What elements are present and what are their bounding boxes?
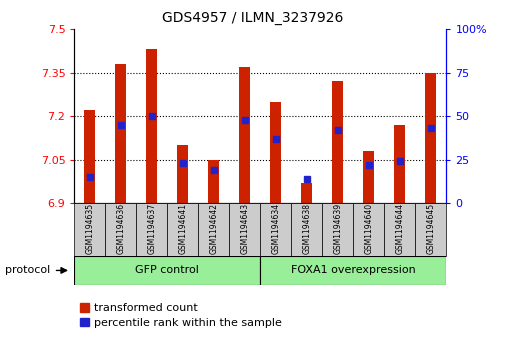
Text: GSM1194645: GSM1194645 [426,203,436,254]
Bar [74,203,105,256]
Bar [384,203,416,256]
Bar [199,203,229,256]
Text: GSM1194638: GSM1194638 [302,203,311,254]
Bar [270,102,281,203]
Text: GSM1194642: GSM1194642 [209,203,219,254]
Text: GSM1194641: GSM1194641 [179,203,187,254]
Text: FOXA1 overexpression: FOXA1 overexpression [291,265,416,276]
Bar [363,151,374,203]
Bar [240,67,250,203]
Bar [394,125,405,203]
Text: protocol: protocol [5,265,50,276]
Legend: transformed count, percentile rank within the sample: transformed count, percentile rank withi… [80,303,282,328]
Bar [302,183,312,203]
Bar [291,203,322,256]
Text: GSM1194639: GSM1194639 [333,203,342,254]
Bar [425,73,436,203]
Text: GSM1194636: GSM1194636 [116,203,125,254]
Bar [332,81,343,203]
Bar [105,203,136,256]
Text: GSM1194644: GSM1194644 [396,203,404,254]
Text: GSM1194637: GSM1194637 [147,203,156,254]
Bar [229,203,260,256]
Text: GSM1194640: GSM1194640 [364,203,373,254]
Bar [167,203,199,256]
Bar [177,145,188,203]
Bar [322,203,353,256]
Bar [146,49,157,203]
Title: GDS4957 / ILMN_3237926: GDS4957 / ILMN_3237926 [162,11,344,25]
Bar [416,203,446,256]
Bar [208,160,219,203]
Bar [74,256,260,285]
Text: GFP control: GFP control [135,265,200,276]
Bar [260,203,291,256]
Bar [353,203,384,256]
Text: GSM1194643: GSM1194643 [241,203,249,254]
Bar [115,64,126,203]
Bar [85,110,95,203]
Text: GSM1194635: GSM1194635 [85,203,94,254]
Bar [260,256,446,285]
Text: GSM1194634: GSM1194634 [271,203,280,254]
Bar [136,203,167,256]
